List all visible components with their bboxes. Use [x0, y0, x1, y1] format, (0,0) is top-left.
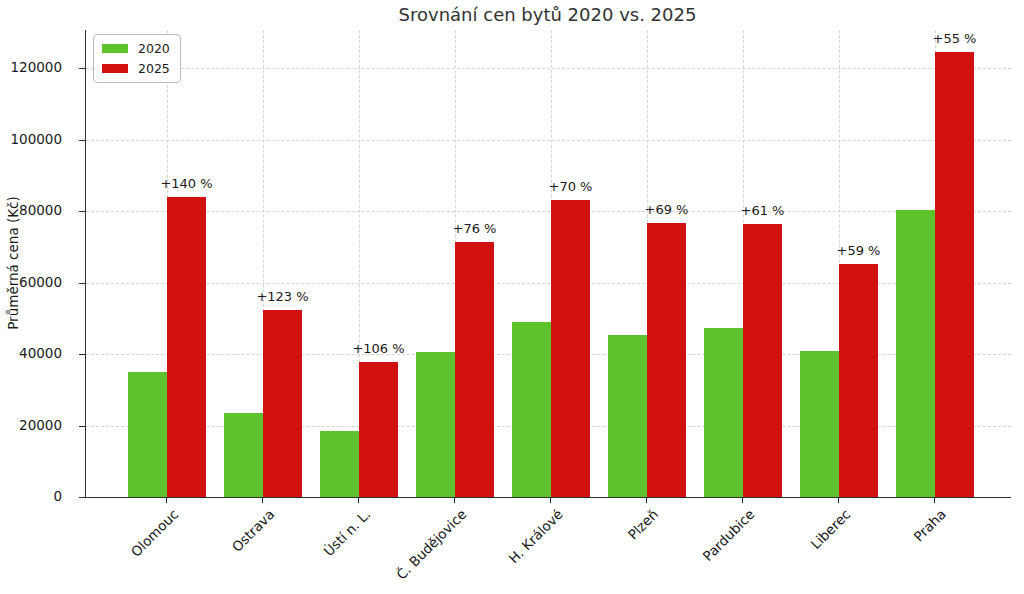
y-tick-label: 20000: [0, 417, 62, 433]
x-tick-mark: [646, 497, 647, 503]
legend: 2020 2025: [93, 34, 181, 83]
bar-2025-0: [167, 197, 206, 497]
x-tick-label-text: Ústí n. L.: [320, 506, 373, 559]
x-tick-label-text: Liberec: [807, 506, 853, 552]
y-tick-mark: [79, 283, 85, 284]
chart-title: Srovnání cen bytů 2020 vs. 2025: [85, 4, 1010, 25]
y-tick-label: 0: [0, 488, 62, 504]
legend-swatch-2020-icon: [102, 44, 128, 53]
pct-label: +55 %: [910, 31, 1000, 46]
bar-2020-1: [224, 413, 263, 497]
x-tick-label-text: Plzeň: [625, 506, 662, 543]
legend-item-2020: 2020: [102, 41, 170, 56]
legend-swatch-2025-icon: [102, 64, 128, 73]
x-tick-mark: [742, 497, 743, 503]
y-tick-mark: [79, 68, 85, 69]
x-tick-label-text: H. Králové: [505, 506, 565, 566]
bar-2020-6: [704, 328, 743, 497]
gridline-horizontal: [86, 140, 1011, 141]
pct-label: +140 %: [142, 176, 232, 191]
bar-2020-2: [320, 431, 359, 497]
bar-2025-3: [455, 242, 494, 497]
x-tick-label-text: Pardubice: [699, 506, 757, 564]
gridline-horizontal: [86, 68, 1011, 69]
x-tick-mark: [934, 497, 935, 503]
y-tick-mark: [79, 497, 85, 498]
y-tick-label: 120000: [0, 59, 62, 75]
bar-chart: Srovnání cen bytů 2020 vs. 2025 Průměrná…: [0, 0, 1024, 594]
bar-2025-7: [839, 264, 878, 497]
x-tick-mark: [550, 497, 551, 503]
bar-2025-8: [935, 52, 974, 497]
bar-2020-5: [608, 335, 647, 497]
y-tick-label: 100000: [0, 131, 62, 147]
bar-2025-1: [263, 310, 302, 497]
pct-label: +69 %: [622, 202, 712, 217]
x-tick-mark: [838, 497, 839, 503]
x-tick-mark: [166, 497, 167, 503]
pct-label: +70 %: [526, 179, 616, 194]
bar-2020-0: [128, 372, 167, 497]
gridline-horizontal: [86, 211, 1011, 212]
y-tick-mark: [79, 140, 85, 141]
x-tick-label-text: Olomouc: [128, 506, 182, 560]
pct-label: +106 %: [334, 341, 424, 356]
x-tick-label-text: Č. Budějovice: [393, 506, 470, 583]
plot-area: 2020 2025 +140 % +123 % +106 % +76 % +70 % +6…: [85, 30, 1011, 498]
x-tick-label-text: Ostrava: [228, 506, 277, 555]
y-tick-mark: [79, 426, 85, 427]
y-tick-label: 60000: [0, 274, 62, 290]
pct-label: +123 %: [238, 289, 328, 304]
legend-label-2025: 2025: [138, 61, 170, 76]
y-tick-mark: [79, 211, 85, 212]
pct-label: +61 %: [718, 203, 808, 218]
y-tick-label: 40000: [0, 345, 62, 361]
pct-label: +59 %: [814, 243, 904, 258]
y-tick-label: 80000: [0, 202, 62, 218]
pct-label: +76 %: [430, 221, 520, 236]
bar-2025-2: [359, 362, 398, 497]
legend-label-2020: 2020: [138, 41, 170, 56]
bar-2020-3: [416, 352, 455, 497]
x-tick-mark: [358, 497, 359, 503]
y-tick-mark: [79, 354, 85, 355]
bar-2025-6: [743, 224, 782, 497]
bar-2025-4: [551, 200, 590, 497]
x-tick-label-text: Praha: [911, 506, 950, 545]
x-tick-mark: [454, 497, 455, 503]
bar-2025-5: [647, 223, 686, 497]
legend-item-2025: 2025: [102, 61, 170, 76]
bar-2020-7: [800, 351, 839, 497]
bar-2020-4: [512, 322, 551, 497]
x-tick-mark: [262, 497, 263, 503]
